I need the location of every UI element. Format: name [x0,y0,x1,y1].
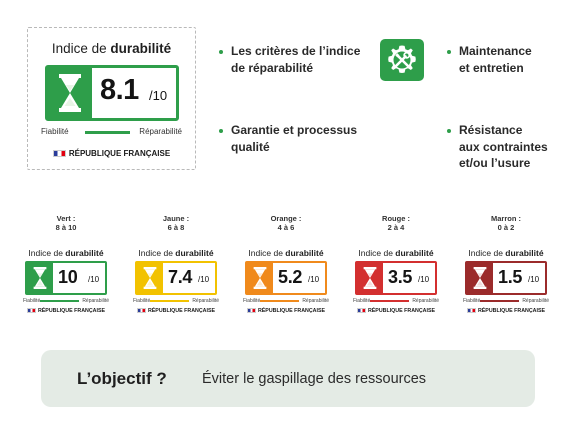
republique-francaise-footer: RÉPUBLIQUE FRANÇAISE [28,149,195,159]
criterion-repairability: Les critères de l’indice de réparabilité [219,43,381,76]
hourglass-icon [59,74,81,112]
hourglass-tile [48,68,92,118]
hourglass-tile [247,263,273,293]
grade-header-orange: Orange :4 à 6 [270,214,302,232]
mini-label-title: Indice de durabilité [248,248,324,258]
hourglass-icon [363,267,377,289]
grade-header-yellow: Jaune :6 à 8 [162,214,190,232]
grade-header-brown: Marron :0 à 2 [491,214,521,232]
mini-score-box: 3.5/10 [355,261,437,295]
mini-label-title: Indice de durabilité [28,248,104,258]
mini-label-title: Indice de durabilité [468,248,544,258]
mini-denominator: /10 [88,275,100,284]
mini-footer: RÉPUBLIQUE FRANÇAISE [457,308,555,314]
hourglass-tile [357,263,383,293]
hourglass-icon [33,267,47,289]
mini-scale: Fiabilité Réparabilité [23,298,109,304]
mini-footer: RÉPUBLIQUE FRANÇAISE [347,308,445,314]
mini-footer: RÉPUBLIQUE FRANÇAISE [127,308,225,314]
mini-score: 5.2 [278,267,303,287]
mini-score: 3.5 [388,267,413,287]
criterion-resistance: Résistance aux contraintes et/ou l’usure [447,122,569,172]
hourglass-icon [473,267,487,289]
mini-label-title: Indice de durabilité [138,248,214,258]
mini-footer: RÉPUBLIQUE FRANÇAISE [237,308,335,314]
bullet-dot [447,50,451,54]
reliability-repairability-scale: Fiabilité Réparabilité [41,127,182,139]
mini-denominator: /10 [528,275,540,284]
criterion-warranty: Garantie et processus qualité [219,122,381,155]
hourglass-tile [467,263,493,293]
mini-score: 10 [58,267,78,287]
durability-score: 8.1 [100,74,139,106]
label-title: Indice de durabilité [51,41,172,56]
mini-score-box: 1.5/10 [465,261,547,295]
objective-banner: L’objectif ? Éviter le gaspillage des re… [41,350,535,407]
french-flag-icon [52,150,66,157]
score-denominator: /10 [149,88,168,103]
mini-score: 7.4 [168,267,193,287]
mini-label-title: Indice de durabilité [358,248,434,258]
mini-label-red: Indice de durabilité 3.5/10 Fiabilité Répar… [353,248,439,328]
mini-score: 1.5 [498,267,523,287]
grade-header-red: Rouge :2 à 4 [382,214,410,232]
scale-right-label: Réparabilité [139,127,182,136]
hourglass-tile [27,263,53,293]
mini-scale: Fiabilité Réparabilité [133,298,219,304]
mini-scale: Fiabilité Réparabilité [463,298,549,304]
mini-score-box: 7.4/10 [135,261,217,295]
score-box: 8.1 /10 [45,65,179,121]
objective-text: Éviter le gaspillage des ressources [202,371,427,387]
hourglass-icon [143,267,157,289]
mini-denominator: /10 [418,275,430,284]
mini-score-box: 10/10 [25,261,107,295]
mini-label-green: Indice de durabilité 10/10 Fiabilité Répara… [23,248,109,328]
gear-wrench-screwdriver-icon [380,39,424,81]
criterion-maintenance: Maintenance et entretien [447,43,569,76]
scale-left-label: Fiabilité [41,127,69,136]
mini-label-brown: Indice de durabilité 1.5/10 Fiabilité Répar… [463,248,549,328]
mini-label-yellow: Indice de durabilité 7.4/10 Fiabilité Répar… [133,248,219,328]
durability-index-label: Indice de durabilité 8.1 /10 Fiabilité R… [27,27,196,170]
mini-scale: Fiabilité Réparabilité [353,298,439,304]
bullet-dot [219,50,223,54]
french-flag-icon [466,308,476,313]
mini-score-box: 5.2/10 [245,261,327,295]
bullet-dot [447,129,451,133]
bullet-dot [219,129,223,133]
french-flag-icon [136,308,146,313]
mini-denominator: /10 [198,275,210,284]
french-flag-icon [26,308,36,313]
objective-label: L’objectif ? [77,369,167,388]
hourglass-tile [137,263,163,293]
grade-header-green: Vert :8 à 10 [55,214,77,232]
french-flag-icon [356,308,366,313]
mini-footer: RÉPUBLIQUE FRANÇAISE [17,308,115,314]
hourglass-icon [253,267,267,289]
mini-label-orange: Indice de durabilité 5.2/10 Fiabilité Répar… [243,248,329,328]
scale-bar [85,131,130,134]
mini-scale: Fiabilité Réparabilité [243,298,329,304]
mini-denominator: /10 [308,275,320,284]
french-flag-icon [246,308,256,313]
